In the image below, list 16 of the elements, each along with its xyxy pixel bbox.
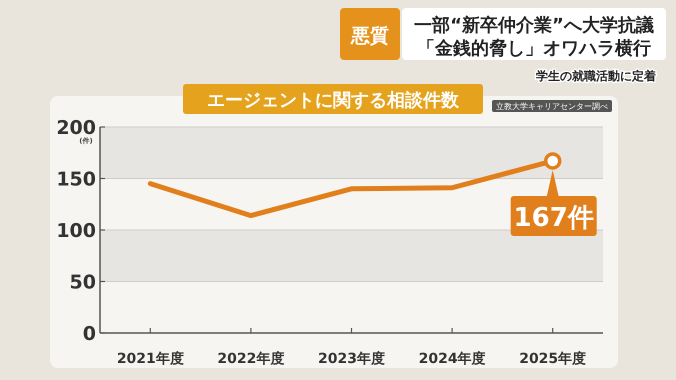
- y-tick-label: 50: [70, 272, 96, 294]
- annotation: 167件: [514, 202, 594, 233]
- text: 一部“新卒仲介業”へ大学抗議: [414, 15, 654, 36]
- chart-title: エージェントに関する相談件数: [207, 90, 460, 111]
- y-tick-label: 0: [82, 323, 96, 345]
- y-tick-label: 150: [56, 168, 96, 190]
- text: 「金銭的脅し」オワハラ横行: [417, 38, 651, 59]
- x-tick-label: 2023年度: [318, 350, 385, 367]
- text: 学生の就職活動に定着: [536, 69, 656, 83]
- x-tick-label: 2022年度: [217, 350, 284, 367]
- x-tick-label: 2021年度: [116, 350, 184, 367]
- y-tick-label: 100: [56, 220, 96, 242]
- text: 立教大学キャリアセンター調べ: [496, 102, 608, 111]
- x-tick-label: 2024年度: [418, 350, 486, 367]
- x-tick-label: 2025年度: [519, 350, 586, 367]
- text: 悪質: [350, 25, 389, 47]
